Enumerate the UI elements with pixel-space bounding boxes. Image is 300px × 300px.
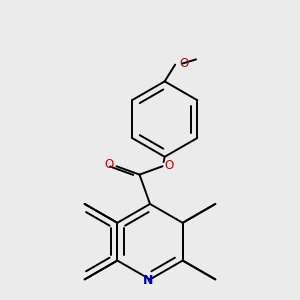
Text: O: O bbox=[164, 159, 173, 172]
Text: O: O bbox=[104, 158, 114, 171]
Text: O: O bbox=[179, 57, 189, 70]
Text: N: N bbox=[143, 274, 153, 287]
